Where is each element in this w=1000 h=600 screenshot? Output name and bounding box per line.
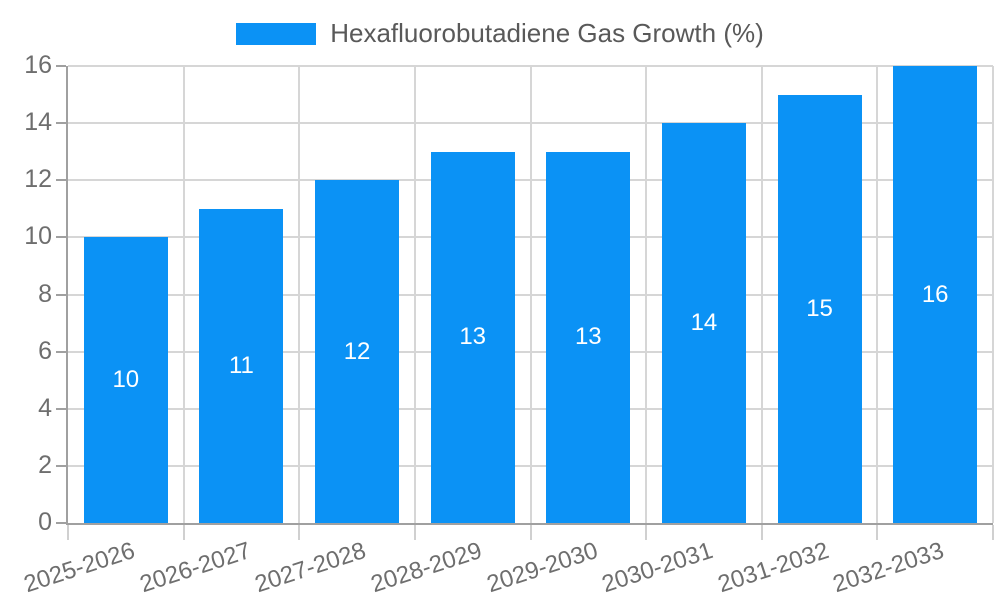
y-tick-label: 14 — [24, 108, 52, 137]
x-tick-mark — [413, 525, 416, 540]
bar[interactable] — [199, 208, 284, 523]
v-gridline — [413, 66, 416, 523]
v-gridline — [645, 66, 648, 523]
bar-value-label: 15 — [806, 294, 833, 322]
y-tick-label: 4 — [38, 393, 52, 422]
bar-value-label: 11 — [228, 351, 254, 379]
x-tick-mark — [182, 525, 185, 540]
bar[interactable] — [546, 151, 631, 523]
y-tick-label: 0 — [38, 507, 52, 536]
bar-value-label: 12 — [343, 337, 371, 365]
v-gridline — [298, 66, 301, 523]
x-tick-mark — [298, 525, 301, 540]
y-tick-mark — [56, 179, 66, 182]
y-tick-mark — [56, 122, 66, 125]
x-tick-mark — [760, 525, 763, 540]
bar[interactable] — [893, 66, 978, 523]
y-tick-mark — [56, 65, 66, 67]
x-tick-mark — [67, 525, 69, 540]
y-tick-label: 2 — [38, 450, 52, 479]
y-tick-label: 10 — [24, 222, 52, 251]
x-axis-line — [66, 523, 993, 525]
bar[interactable] — [661, 123, 746, 523]
x-tick-mark — [992, 525, 994, 540]
bar[interactable] — [777, 94, 862, 523]
y-tick-mark — [56, 293, 66, 296]
y-tick-mark — [56, 464, 66, 467]
bar-value-label: 14 — [690, 309, 718, 337]
v-gridline — [182, 66, 185, 523]
y-tick-mark — [56, 350, 66, 353]
y-tick-mark — [56, 522, 66, 524]
v-gridline — [992, 66, 994, 523]
bar-value-label: 13 — [574, 323, 602, 351]
y-tick-label: 6 — [38, 336, 52, 365]
bar-value-label: 10 — [112, 366, 140, 394]
v-gridline — [760, 66, 763, 523]
x-tick-mark — [529, 525, 532, 540]
bar[interactable] — [430, 151, 515, 523]
legend-label[interactable]: Hexafluorobutadiene Gas Growth (%) — [330, 18, 764, 48]
y-tick-label: 8 — [38, 279, 52, 308]
y-tick-mark — [56, 407, 66, 410]
y-tick-label: 12 — [24, 165, 52, 194]
y-tick-mark — [56, 236, 66, 239]
x-tick-mark — [876, 525, 879, 540]
bar-value-label: 16 — [921, 280, 949, 308]
chart-legend[interactable]: Hexafluorobutadiene Gas Growth (%) — [0, 18, 1000, 49]
y-axis-line — [66, 66, 68, 525]
v-gridline — [876, 66, 879, 523]
bar-value-label: 13 — [459, 323, 487, 351]
legend-swatch[interactable] — [236, 22, 317, 45]
bar[interactable] — [315, 180, 400, 523]
v-gridline — [529, 66, 532, 523]
y-tick-label: 16 — [24, 50, 52, 79]
x-tick-mark — [645, 525, 648, 540]
bar[interactable] — [83, 237, 168, 523]
